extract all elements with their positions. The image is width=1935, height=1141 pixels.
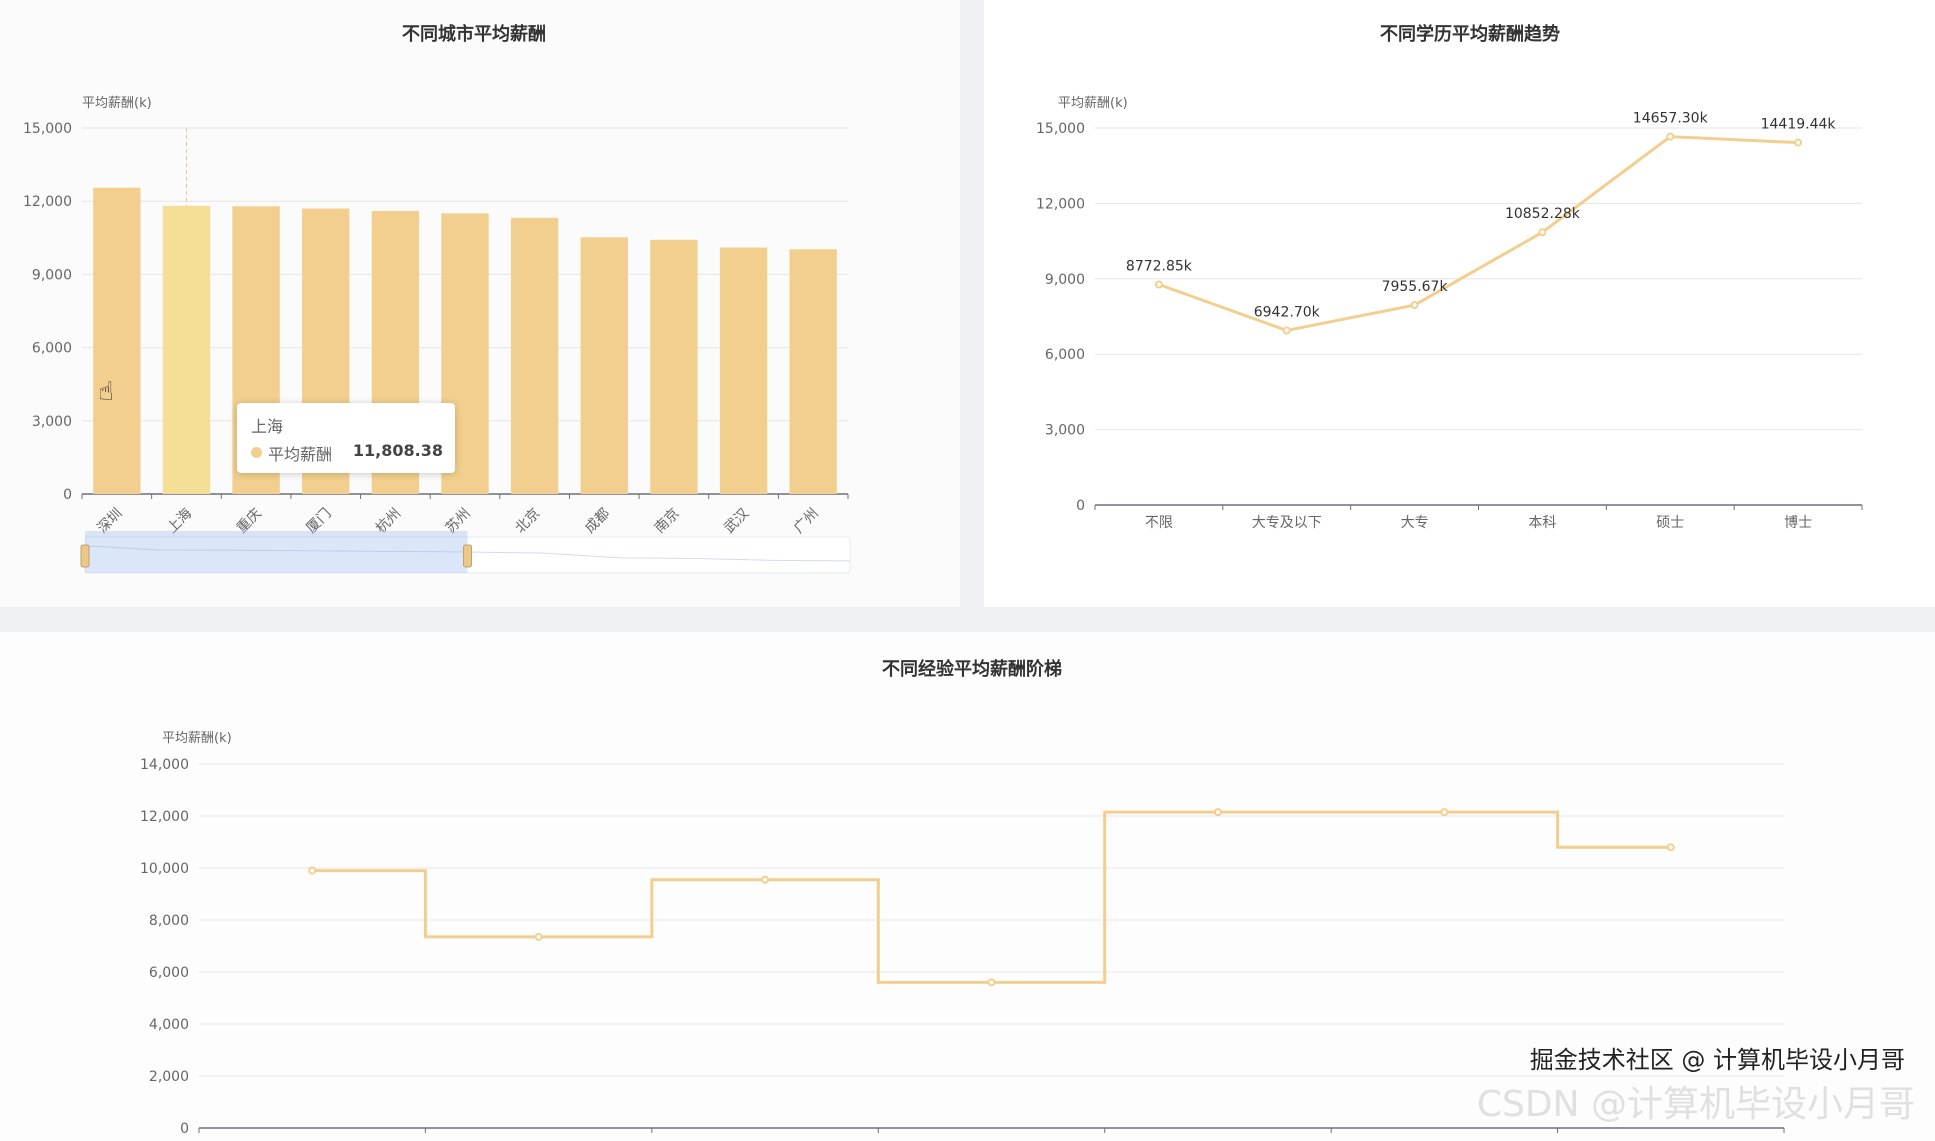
y-axis-label: 平均薪酬(k) — [162, 731, 232, 746]
y-tick-label: 3,000 — [32, 414, 72, 430]
data-point — [308, 866, 317, 875]
bar-武汉 — [719, 247, 768, 494]
y-tick-label: 4,000 — [149, 1017, 189, 1033]
series-line — [1158, 135, 1799, 333]
y-axis-label: 平均薪酬(k) — [1058, 96, 1128, 111]
data-label: 7955.67k — [1382, 279, 1449, 295]
y-tick-label: 0 — [63, 487, 72, 503]
x-tick-label: 成都 — [582, 506, 613, 537]
experience-salary-panel — [0, 632, 1935, 1141]
data-label: 6942.70k — [1254, 305, 1321, 321]
data-point — [1213, 808, 1222, 817]
data-point — [1154, 280, 1163, 289]
chart-title-education: 不同学历平均薪酬趋势 — [1380, 24, 1560, 45]
data-point — [1538, 228, 1547, 237]
tooltip-series-name: 平均薪酬 — [268, 445, 333, 464]
bar-北京 — [510, 217, 559, 495]
x-tick-label: 大专 — [1401, 515, 1429, 531]
bar-上海 — [162, 205, 211, 494]
x-tick-label: 博士 — [1784, 514, 1812, 531]
y-tick-label: 12,000 — [23, 194, 72, 210]
data-point — [1410, 301, 1419, 310]
chart-title-experience: 不同经验平均薪酬阶梯 — [882, 659, 1062, 680]
y-tick-label: 6,000 — [32, 341, 72, 357]
x-tick-label: 南京 — [652, 506, 683, 537]
data-point — [761, 875, 770, 884]
y-tick-label: 10,000 — [140, 861, 189, 877]
x-tick-label: 不限 — [1145, 515, 1173, 531]
chart-tooltip: 上海 平均薪酬 11,808.38 — [237, 403, 455, 473]
data-label: 10852.28k — [1505, 206, 1581, 222]
data-point — [1794, 138, 1803, 147]
data-zoom-start-handle[interactable] — [80, 544, 90, 568]
x-tick-label: 广州 — [791, 506, 822, 537]
bar-广州 — [789, 249, 837, 494]
x-tick-label: 大专及以下 — [1252, 515, 1322, 531]
y-tick-label: 6,000 — [149, 965, 189, 981]
x-tick-label: 北京 — [512, 506, 543, 537]
y-tick-label: 12,000 — [1036, 196, 1085, 212]
y-tick-label: 0 — [1076, 498, 1085, 514]
juejin-watermark: 掘金技术社区 @ 计算机毕设小月哥 — [1529, 1046, 1905, 1074]
y-tick-label: 6,000 — [1045, 347, 1085, 363]
tooltip-title: 上海 — [251, 417, 284, 436]
csdn-watermark: CSDN @计算机毕设小月哥 — [1476, 1084, 1915, 1125]
chart-title-city: 不同城市平均薪酬 — [402, 24, 546, 45]
bar-成都 — [580, 237, 628, 494]
data-point — [1282, 326, 1291, 335]
series-step-line — [312, 810, 1671, 984]
tooltip-series-dot-icon — [251, 447, 262, 458]
x-tick-label: 硕士 — [1656, 515, 1684, 531]
x-tick-label: 本科 — [1528, 515, 1556, 531]
tooltip-value: 11,808.38 — [352, 441, 443, 460]
y-tick-label: 14,000 — [140, 757, 189, 773]
y-tick-label: 3,000 — [1045, 423, 1085, 439]
bar-南京 — [650, 239, 698, 494]
y-tick-label: 9,000 — [32, 267, 72, 283]
x-tick-label: 武汉 — [721, 506, 752, 537]
y-tick-label: 15,000 — [1036, 121, 1085, 137]
bar-深圳 — [93, 187, 141, 494]
data-label: 14657.30k — [1633, 111, 1709, 127]
y-tick-label: 0 — [180, 1121, 189, 1137]
data-point — [534, 932, 543, 941]
y-tick-label: 12,000 — [140, 809, 189, 825]
y-tick-label: 8,000 — [149, 913, 189, 929]
data-point — [987, 978, 996, 987]
y-tick-label: 9,000 — [1045, 272, 1085, 288]
education-salary-panel — [984, 0, 1935, 607]
y-tick-label: 15,000 — [23, 121, 72, 137]
data-point — [1666, 132, 1675, 141]
data-point — [1440, 808, 1449, 817]
y-axis-label: 平均薪酬(k) — [82, 96, 152, 111]
data-label: 8772.85k — [1126, 259, 1193, 275]
data-zoom-selection[interactable] — [85, 531, 468, 573]
data-zoom-end-handle[interactable] — [463, 544, 472, 568]
hand-cursor-icon: ☝ — [98, 377, 114, 407]
data-label: 14419.44k — [1761, 117, 1837, 133]
y-tick-label: 2,000 — [149, 1069, 189, 1085]
data-point — [1666, 843, 1675, 852]
